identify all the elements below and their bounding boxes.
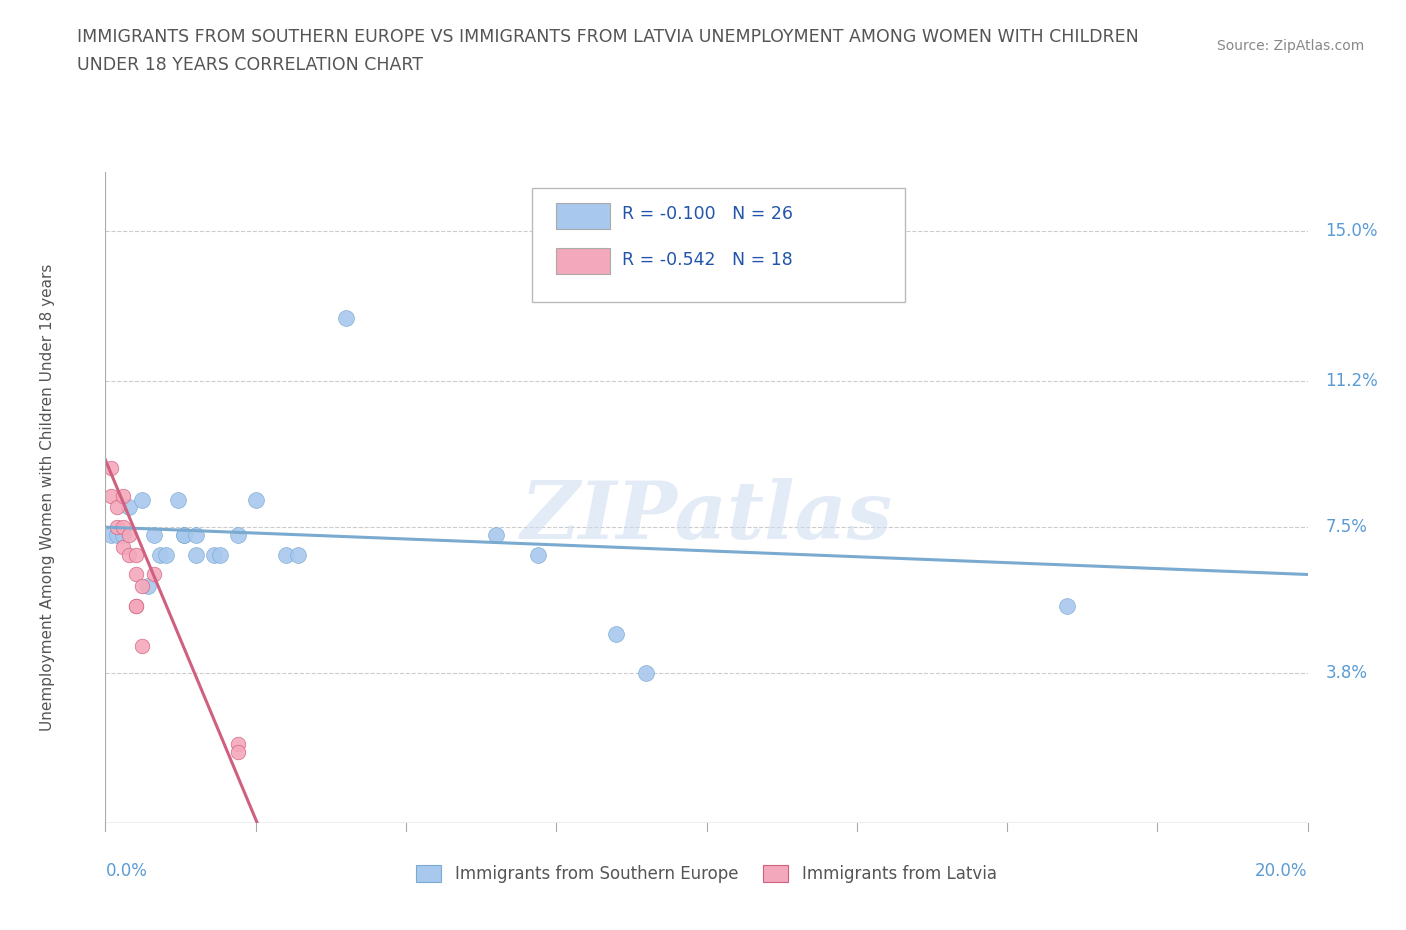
Point	[184, 548, 207, 563]
Point	[166, 492, 188, 507]
Point	[527, 548, 550, 563]
Point	[335, 311, 357, 325]
Point	[124, 548, 146, 563]
Point	[107, 500, 129, 515]
Point	[274, 548, 297, 563]
Point	[208, 548, 231, 563]
Point	[131, 492, 153, 507]
Text: 20.0%: 20.0%	[1256, 862, 1308, 880]
Point	[173, 527, 195, 542]
FancyBboxPatch shape	[557, 248, 610, 274]
Point	[124, 599, 146, 614]
Point	[142, 567, 165, 582]
Legend: Immigrants from Southern Europe, Immigrants from Latvia: Immigrants from Southern Europe, Immigra…	[409, 858, 1004, 890]
Point	[118, 500, 141, 515]
Point	[636, 666, 658, 681]
Text: R = -0.100   N = 26: R = -0.100 N = 26	[623, 206, 793, 223]
Point	[107, 520, 129, 535]
Text: 15.0%: 15.0%	[1326, 222, 1378, 240]
FancyBboxPatch shape	[533, 189, 905, 302]
Point	[112, 527, 135, 542]
Point	[226, 737, 249, 751]
Point	[226, 745, 249, 760]
FancyBboxPatch shape	[557, 203, 610, 229]
Point	[100, 460, 122, 475]
Point	[245, 492, 267, 507]
Point	[173, 527, 195, 542]
Point	[100, 488, 122, 503]
Text: 0.0%: 0.0%	[105, 862, 148, 880]
Point	[184, 527, 207, 542]
Text: Unemployment Among Women with Children Under 18 years: Unemployment Among Women with Children U…	[41, 264, 55, 731]
Point	[287, 548, 309, 563]
Text: Source: ZipAtlas.com: Source: ZipAtlas.com	[1216, 39, 1364, 53]
Point	[1056, 599, 1078, 614]
Point	[148, 548, 170, 563]
Point	[118, 527, 141, 542]
Point	[107, 527, 129, 542]
Point	[142, 527, 165, 542]
Text: 3.8%: 3.8%	[1326, 664, 1368, 682]
Point	[131, 638, 153, 653]
Point	[605, 626, 627, 641]
Text: UNDER 18 YEARS CORRELATION CHART: UNDER 18 YEARS CORRELATION CHART	[77, 56, 423, 73]
Point	[202, 548, 225, 563]
Point	[112, 539, 135, 554]
Point	[118, 548, 141, 563]
Text: IMMIGRANTS FROM SOUTHERN EUROPE VS IMMIGRANTS FROM LATVIA UNEMPLOYMENT AMONG WOM: IMMIGRANTS FROM SOUTHERN EUROPE VS IMMIG…	[77, 28, 1139, 46]
Point	[112, 488, 135, 503]
Text: ZIPatlas: ZIPatlas	[520, 478, 893, 556]
Text: 11.2%: 11.2%	[1326, 372, 1378, 391]
Point	[112, 520, 135, 535]
Point	[136, 578, 159, 593]
Point	[155, 548, 177, 563]
Text: R = -0.542   N = 18: R = -0.542 N = 18	[623, 251, 793, 269]
Text: 7.5%: 7.5%	[1326, 518, 1368, 536]
Point	[226, 527, 249, 542]
Point	[124, 599, 146, 614]
Point	[100, 527, 122, 542]
Point	[124, 567, 146, 582]
Point	[485, 527, 508, 542]
Point	[131, 578, 153, 593]
